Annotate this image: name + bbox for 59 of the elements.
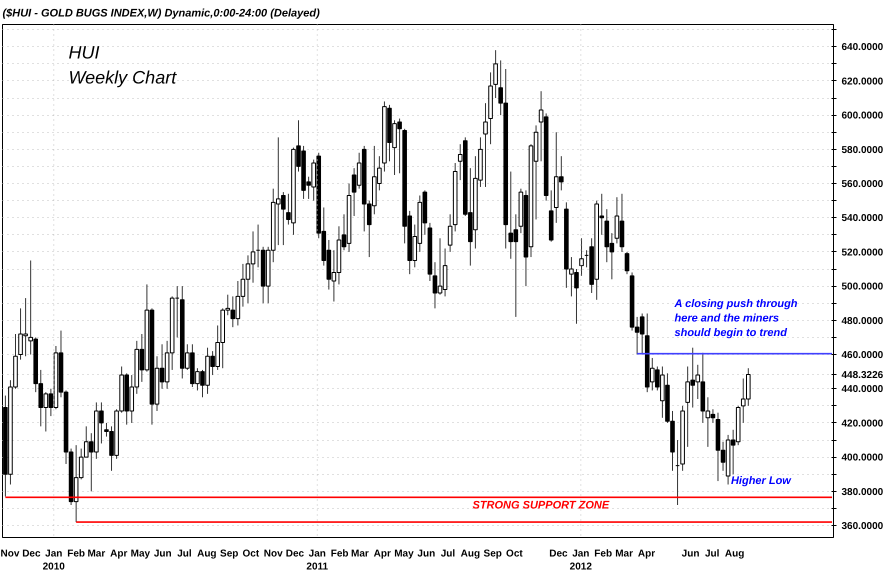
text: ($HUI - GOLD BUGS INDEX,W) Dynamic,0:00-24:00 (Delayed): [2, 8, 320, 20]
annotation: Higher Low: [730, 475, 792, 488]
x-tick-label: Dec: [22, 548, 41, 560]
x-tick-label: Jan 2012: [570, 548, 592, 573]
x-tick-label: Jan 2011: [306, 548, 329, 573]
y-tick-label: 580.0000: [842, 144, 884, 156]
y-tick-label: 540.0000: [842, 213, 884, 224]
y-tick-label: 600.0000: [842, 110, 884, 122]
candlestick: [448, 214, 452, 252]
candlestick: [579, 238, 584, 276]
x-tick-label: Oct: [242, 548, 260, 560]
y-tick-label: 440.0000: [842, 384, 884, 396]
x-tick-label: Jul: [704, 548, 720, 560]
x-tick-label: Apr: [638, 548, 656, 560]
x-tick-label: May: [394, 548, 414, 560]
y-tick-label: 448.3226: [842, 370, 884, 381]
x-tick-label: Jan 2010: [42, 548, 66, 573]
x-tick-label: Mar: [350, 548, 369, 560]
y-tick-label: 460.0000: [842, 350, 884, 362]
y-tick-label: 640.0000: [842, 42, 884, 54]
x-tick-label: Feb: [330, 548, 349, 560]
x-tick-label: Feb: [594, 548, 612, 560]
y-tick-label: 420.0000: [842, 418, 884, 430]
annotation: STRONG SUPPORT ZONE: [472, 500, 610, 512]
x-tick-label: Sep: [484, 548, 502, 560]
x-tick-label: Jul: [177, 548, 192, 560]
x-tick-label: Dec: [549, 548, 568, 560]
x-tick-label: Jun: [682, 548, 700, 560]
x-tick-label: Sep: [220, 548, 238, 560]
x-tick-label: Jun: [417, 548, 436, 560]
y-tick-label: 480.0000: [842, 316, 884, 327]
y-tick-label: 380.0000: [842, 486, 884, 498]
candlestick: [624, 251, 630, 275]
text: HUI: [68, 42, 100, 62]
x-tick-label: Jun: [154, 548, 172, 560]
x-tick-label: Dec: [286, 548, 305, 560]
x-tick-label: Aug: [460, 548, 480, 560]
y-tick-label: 560.0000: [842, 179, 884, 190]
y-tick-label: 500.0000: [842, 282, 884, 293]
y-tick-label: 520.0000: [842, 247, 884, 258]
x-tick-label: Mar: [87, 548, 106, 560]
x-tick-label: Mar: [615, 548, 634, 560]
y-tick-label: 360.0000: [842, 521, 884, 532]
x-tick-label: Apr: [374, 548, 391, 560]
text: Weekly Chart: [68, 68, 178, 88]
candlestick: [483, 102, 488, 188]
x-tick-label: Nov: [0, 548, 20, 560]
x-tick-label: Oct: [506, 548, 524, 560]
x-tick-label: Aug: [724, 548, 744, 560]
y-tick-label: 620.0000: [842, 76, 884, 88]
annotation: A closing push through here and the miners should begin to trend: [674, 298, 798, 339]
x-tick-label: Feb: [67, 548, 86, 560]
x-tick-label: Nov: [264, 548, 284, 560]
y-tick-label: 400.0000: [842, 452, 884, 464]
x-tick-label: Aug: [197, 548, 217, 560]
candlestick: [493, 50, 498, 99]
x-tick-label: Jul: [440, 548, 456, 560]
x-tick-label: Apr: [110, 548, 128, 560]
x-tick-label: May: [130, 548, 151, 560]
